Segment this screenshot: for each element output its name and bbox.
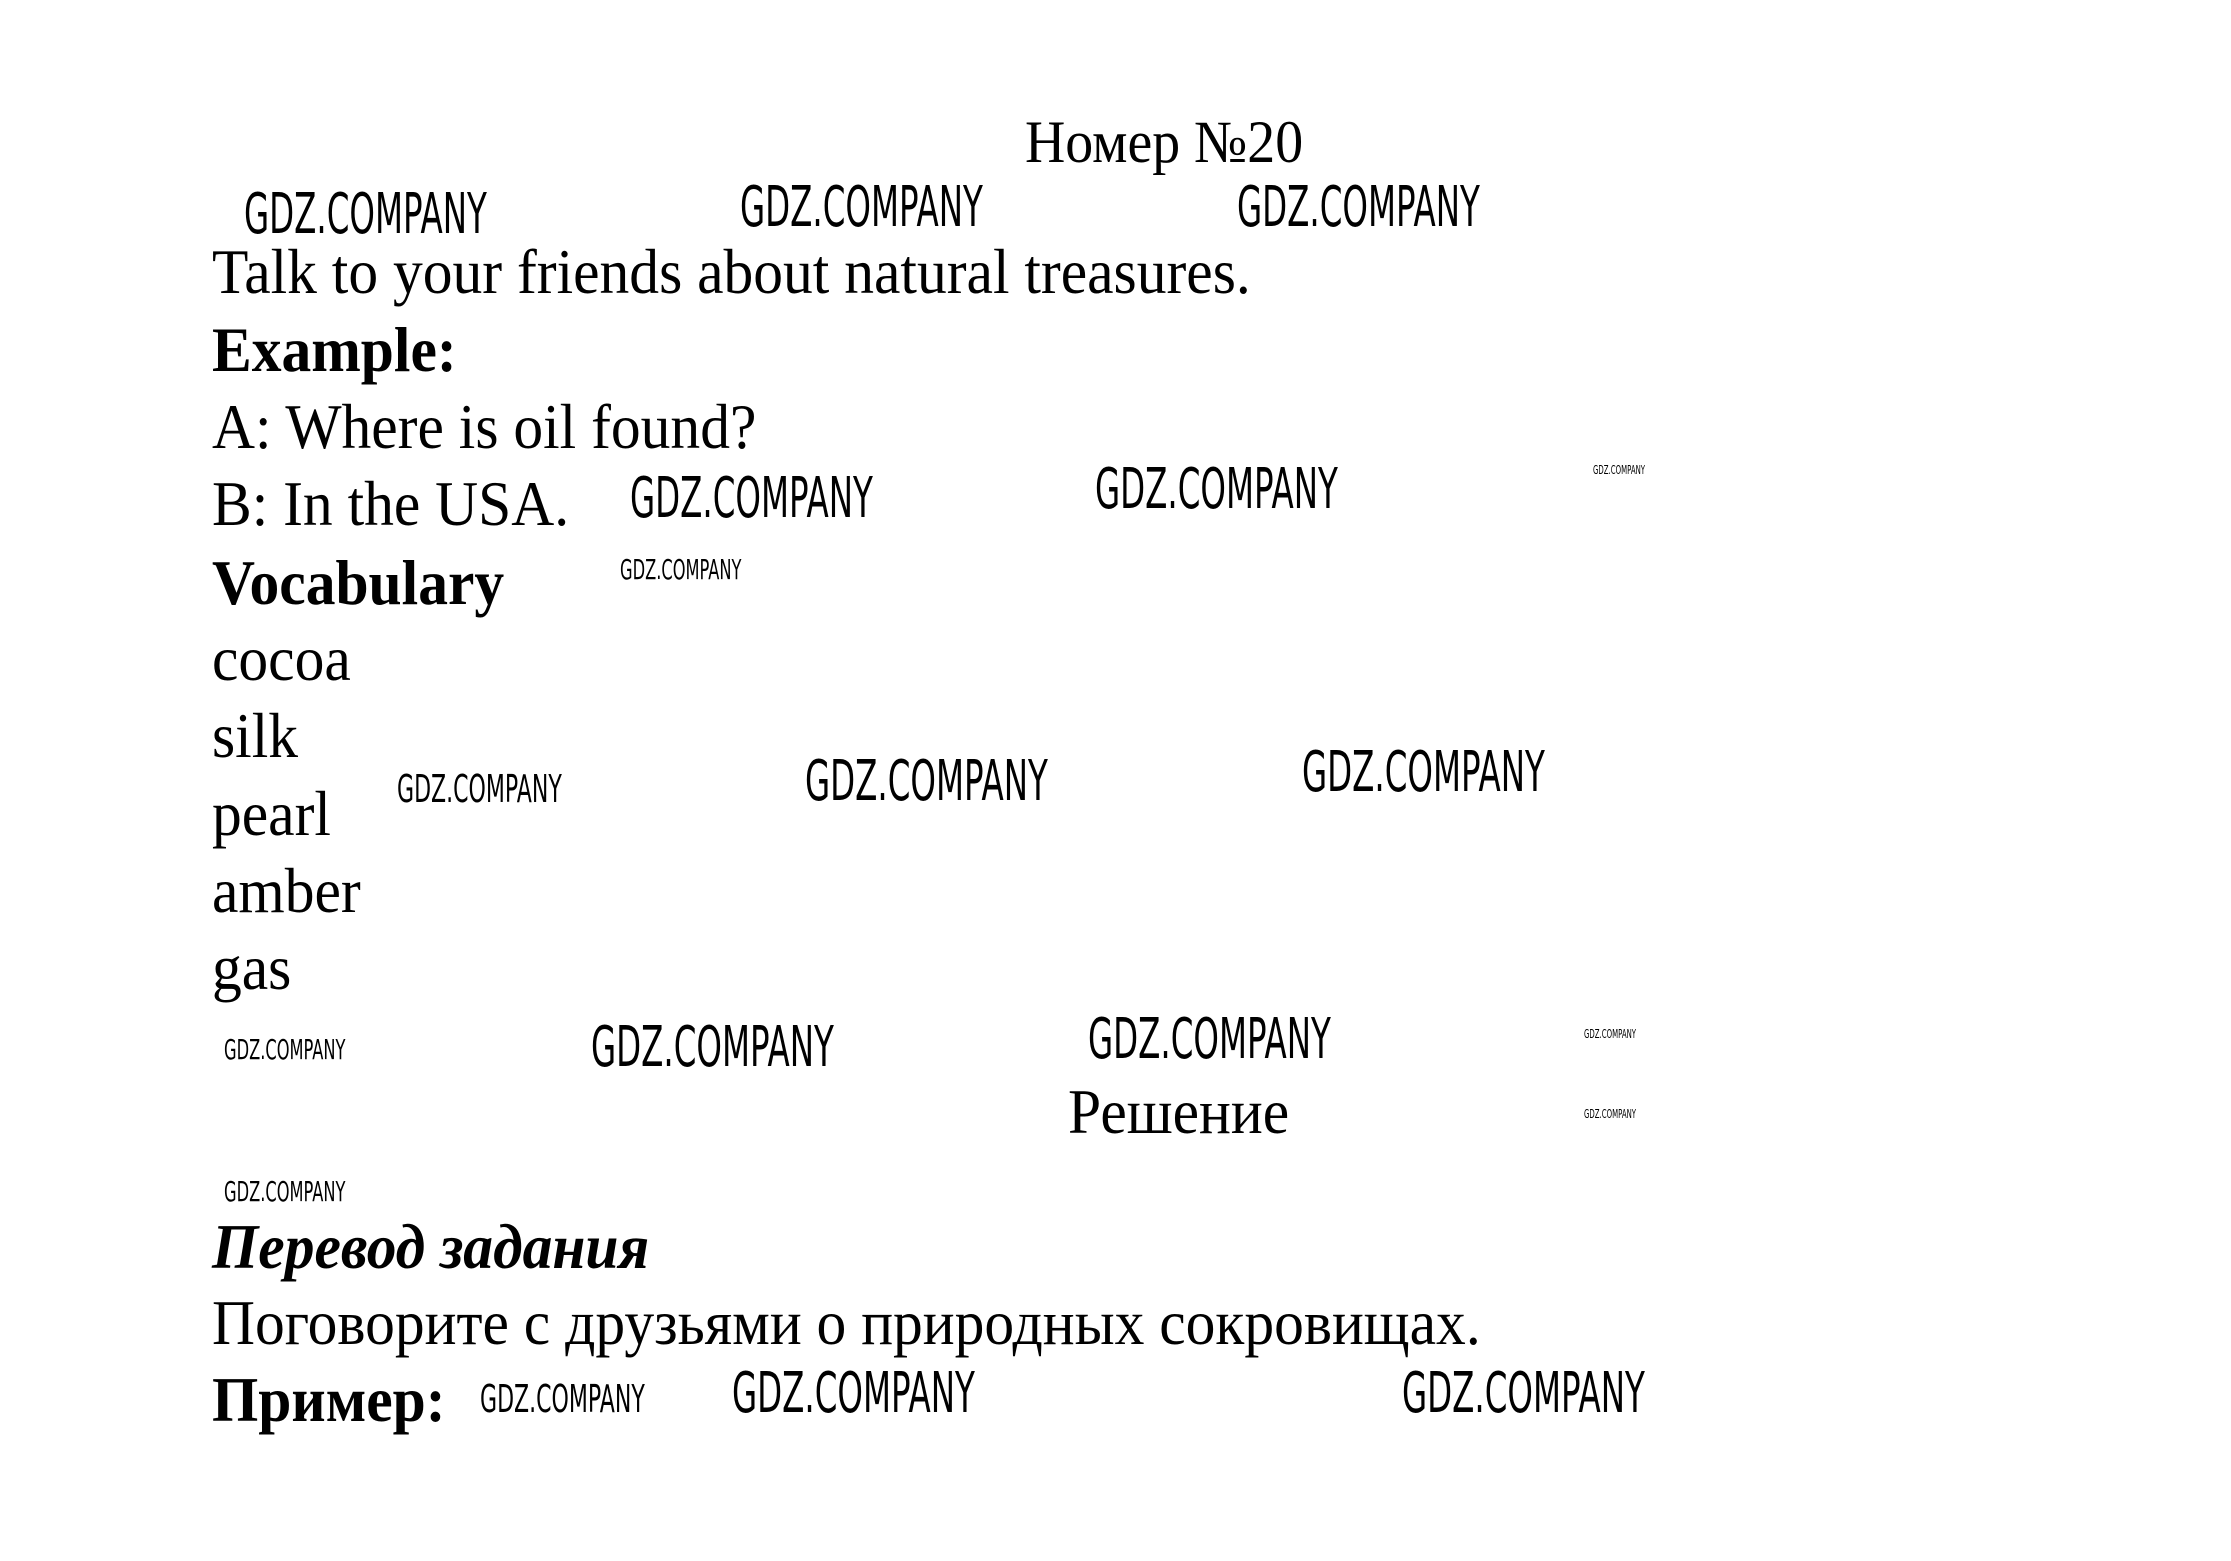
vocabulary-item: amber — [212, 855, 361, 926]
watermark: GDZ.COMPANY — [732, 1361, 975, 1426]
watermark: GDZ.COMPANY — [1088, 1007, 1331, 1072]
task-text: Talk to your friends about natural treas… — [212, 236, 1251, 307]
watermark: GDZ.COMPANY — [397, 767, 562, 811]
page-title: Номер №20 — [1025, 109, 1304, 175]
watermark: GDZ.COMPANY — [805, 749, 1048, 814]
watermark: GDZ.COMPANY — [630, 466, 873, 531]
watermark: GDZ.COMPANY — [1237, 175, 1480, 240]
translation-heading: Перевод задания — [212, 1211, 650, 1282]
watermark: GDZ.COMPANY — [620, 553, 742, 586]
translation-text: Поговорите с друзьями о природных сокров… — [212, 1287, 1481, 1358]
solution-heading: Решение — [1068, 1076, 1290, 1147]
watermark: GDZ.COMPANY — [1584, 1027, 1637, 1041]
watermark: GDZ.COMPANY — [224, 1175, 346, 1208]
watermark: GDZ.COMPANY — [591, 1015, 834, 1080]
vocabulary-item: pearl — [212, 778, 331, 849]
watermark: GDZ.COMPANY — [224, 1033, 346, 1066]
watermark: GDZ.COMPANY — [480, 1377, 645, 1421]
watermark: GDZ.COMPANY — [1302, 740, 1545, 805]
example-heading: Example: — [212, 314, 457, 385]
vocabulary-heading: Vocabulary — [212, 547, 505, 618]
example-line-a: A: Where is oil found? — [212, 391, 757, 462]
watermark: GDZ.COMPANY — [1593, 463, 1646, 477]
translation-example-heading: Пример: — [212, 1364, 446, 1435]
example-line-b: B: In the USA. — [212, 468, 570, 539]
watermark: GDZ.COMPANY — [1095, 457, 1338, 522]
watermark: GDZ.COMPANY — [244, 182, 487, 247]
vocabulary-item: cocoa — [212, 623, 351, 694]
watermark: GDZ.COMPANY — [740, 175, 983, 240]
watermark: GDZ.COMPANY — [1402, 1361, 1645, 1426]
vocabulary-item: gas — [212, 932, 292, 1003]
watermark: GDZ.COMPANY — [1584, 1107, 1637, 1121]
vocabulary-item: silk — [212, 700, 298, 771]
